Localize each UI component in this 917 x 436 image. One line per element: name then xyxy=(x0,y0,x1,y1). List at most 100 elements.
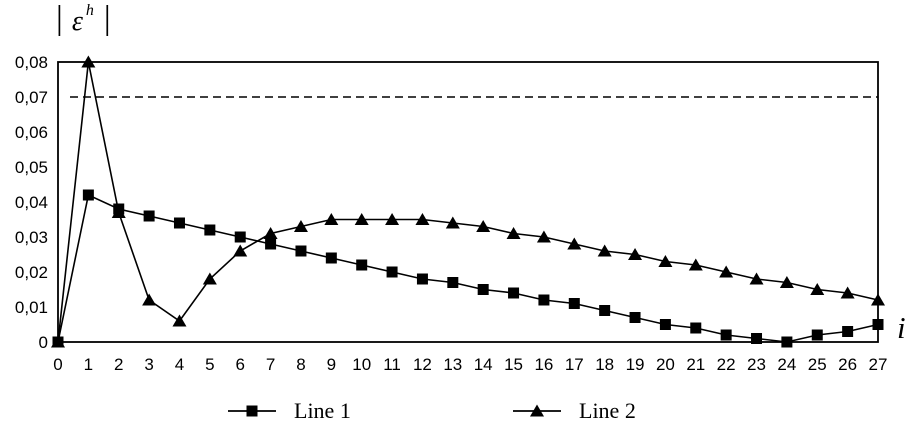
triangle-marker xyxy=(51,335,65,348)
x-tick-label: 22 xyxy=(717,355,736,374)
square-marker xyxy=(295,245,307,257)
triangle-marker xyxy=(263,227,278,239)
triangle-marker xyxy=(810,283,825,295)
triangle-marker xyxy=(779,276,794,288)
square-marker xyxy=(690,322,702,334)
legend-item-line1: Line 1 xyxy=(228,398,351,424)
x-tick-label: 12 xyxy=(413,355,432,374)
plot-frame xyxy=(57,61,879,343)
x-tick-label: 9 xyxy=(327,355,336,374)
x-tick-label: 25 xyxy=(808,355,827,374)
x-tick-label: 4 xyxy=(175,355,184,374)
square-marker xyxy=(629,312,641,323)
triangle-marker xyxy=(172,314,187,327)
x-tick-label: 17 xyxy=(565,355,584,374)
y-tick-label: 0,08 xyxy=(15,53,48,72)
triangle-marker xyxy=(415,213,430,225)
triangle-marker xyxy=(293,220,308,232)
square-marker xyxy=(720,329,732,341)
y-tick-label: 0,01 xyxy=(15,298,48,317)
x-tick-label: 1 xyxy=(84,355,93,374)
abs-bar-right: | xyxy=(103,0,111,37)
legend-triangle-marker-icon xyxy=(513,404,561,417)
triangle-marker xyxy=(840,286,855,299)
square-marker xyxy=(416,273,428,285)
triangle-marker xyxy=(871,293,885,306)
square-marker xyxy=(477,284,489,295)
abs-bar-left: | xyxy=(56,0,63,37)
x-tick-label: 18 xyxy=(595,355,614,374)
y-axis-title: | ε h | xyxy=(56,0,111,44)
square-marker xyxy=(447,277,459,288)
triangle-marker xyxy=(111,206,126,218)
square-marker xyxy=(781,336,793,348)
y-tick-label: 0,05 xyxy=(15,158,48,177)
square-marker xyxy=(265,238,277,250)
y-tick-label: 0,06 xyxy=(15,123,48,142)
triangle-marker xyxy=(142,293,157,306)
square-marker xyxy=(568,298,580,309)
x-tick-label: 7 xyxy=(266,355,275,374)
x-tick-label: 23 xyxy=(747,355,766,374)
triangle-marker xyxy=(658,255,673,267)
square-marker xyxy=(538,294,550,306)
square-marker xyxy=(204,224,216,236)
triangle-marker xyxy=(354,213,369,225)
square-marker xyxy=(82,189,94,201)
triangle-marker xyxy=(445,216,460,229)
x-tick-label: 26 xyxy=(838,355,857,374)
square-marker xyxy=(234,231,246,243)
triangle-marker xyxy=(324,213,339,225)
x-tick-label: 3 xyxy=(144,355,153,374)
y-tick-label: 0,02 xyxy=(15,263,48,282)
square-marker xyxy=(599,305,611,316)
x-tick-label: 27 xyxy=(869,355,888,374)
square-marker xyxy=(872,319,884,330)
x-axis-title: i xyxy=(897,310,906,345)
x-tick-label: 14 xyxy=(474,355,493,374)
triangle-marker xyxy=(476,220,491,232)
x-tick-label: 24 xyxy=(777,355,796,374)
y-tick-label: 0,04 xyxy=(15,193,48,212)
x-tick-label: 0 xyxy=(53,355,62,374)
x-tick-label: 6 xyxy=(235,355,244,374)
square-marker xyxy=(659,319,671,330)
x-tick-label: 8 xyxy=(296,355,305,374)
triangle-marker xyxy=(506,227,521,239)
square-marker xyxy=(811,329,823,341)
y-tick-label: 0,03 xyxy=(15,228,48,247)
square-marker xyxy=(842,326,854,337)
x-tick-label: 20 xyxy=(656,355,675,374)
x-tick-label: 19 xyxy=(626,355,645,374)
square-marker xyxy=(751,333,763,344)
triangle-marker xyxy=(719,265,734,278)
x-tick-label: 11 xyxy=(383,355,401,374)
legend-label-line1: Line 1 xyxy=(294,398,351,423)
square-marker xyxy=(356,259,368,271)
epsilon-symbol: ε xyxy=(71,6,83,37)
triangle-marker xyxy=(81,55,96,68)
legend-item-line2: Line 2 xyxy=(513,398,636,424)
square-marker xyxy=(386,266,398,278)
series-line-1 xyxy=(57,193,879,343)
epsilon-superscript-h: h xyxy=(85,2,94,19)
x-tick-label: 10 xyxy=(352,355,371,374)
legend-square-marker-icon xyxy=(228,405,276,417)
legend-label-line2: Line 2 xyxy=(579,398,636,423)
triangle-marker xyxy=(233,244,248,257)
series-line-2 xyxy=(57,61,879,343)
x-tick-label: 21 xyxy=(686,355,705,374)
triangle-marker xyxy=(385,213,400,225)
triangle-marker xyxy=(749,272,764,285)
triangle-marker xyxy=(628,248,643,260)
x-tick-label: 15 xyxy=(504,355,523,374)
triangle-marker xyxy=(202,272,217,285)
x-tick-label: 16 xyxy=(534,355,553,374)
square-marker xyxy=(173,217,185,229)
triangle-marker xyxy=(567,237,582,250)
x-tick-label: 2 xyxy=(114,355,123,374)
triangle-marker xyxy=(536,230,551,243)
square-marker xyxy=(508,287,520,299)
